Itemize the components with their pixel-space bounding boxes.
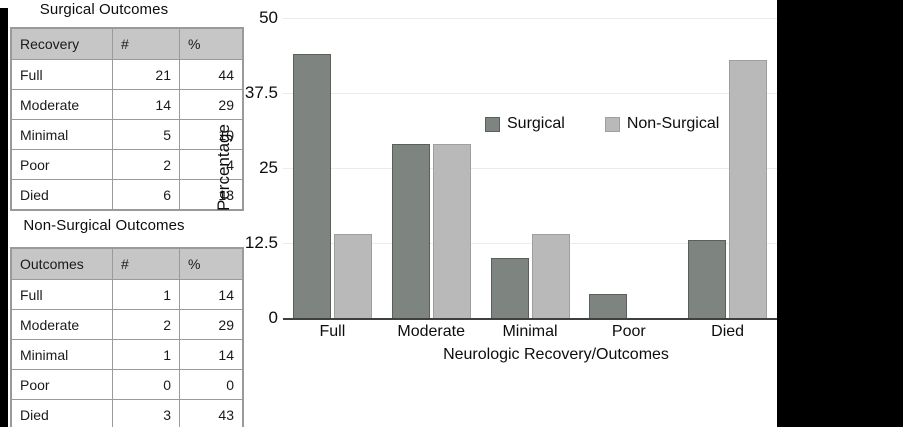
table-cell: Moderate [10,309,113,340]
bar-surgical-minimal [490,258,529,318]
bar-surgical-poor [589,294,628,318]
table-header-cell: % [179,247,244,280]
table-cell: 6 [112,179,180,211]
bar-surgical-moderate [391,144,430,318]
x-tick-label: Died [711,323,745,340]
x-tick-label: Minimal [502,323,558,340]
table-header-cell: Outcomes [10,247,113,280]
surgical-outcomes-table: Recovery #% Full 21 44 Moderate 14 29 Minimal 5 10… [10,27,244,211]
bar-surgical-full [292,54,331,318]
table-cell: 21 [112,59,180,90]
table-cell: 10 [179,119,244,150]
bar-non-surgical-moderate [432,144,471,318]
legend-swatch-icon [485,116,500,132]
table-header-cell: % [179,27,244,60]
bar-non-surgical-minimal [531,234,570,318]
table-row: Moderate 14 29 [10,89,244,120]
y-tick-label: 12.5 [244,233,278,252]
gridline [283,18,777,19]
table-cell: 14 [112,89,180,120]
table-cell: Full [10,59,113,90]
x-tick-label: Full [319,323,346,340]
table-cell: 1 [112,339,180,370]
right-black-border [777,0,903,427]
non-surgical-outcomes-table: Outcomes #% Full 1 14 Moderate 2 29 Minimal 1 14 Po… [10,247,244,427]
x-tick-label: Poor [611,323,646,340]
table-cell: Full [10,279,113,310]
table-cell: Died [10,399,113,427]
y-tick-label: 25 [259,158,278,177]
table-cell: 14 [179,279,244,310]
legend-label: Non-Surgical [626,115,720,132]
gridline [283,168,777,169]
table-row: Died 3 43 [10,399,244,427]
bar-surgical-died [688,240,727,318]
table-header-row: Outcomes #% [10,247,244,280]
legend-label: Surgical [507,115,565,132]
table-cell: Minimal [10,119,113,150]
x-tick-label: Moderate [397,323,465,340]
gridline [283,243,777,244]
chart-legend: Surgical Non-Surgical [485,115,719,133]
table-cell: 3 [112,399,180,427]
table-cell: Poor [10,369,113,400]
bar-non-surgical-died [729,60,768,318]
table-cell: Poor [10,149,113,180]
table-cell: 2 [112,149,180,180]
table-row: Poor 0 0 [10,369,244,400]
y-tick-label: 0 [268,308,278,327]
table-header-row: Recovery #% [10,27,244,60]
table-cell: 0 [179,369,244,400]
table-cell: Minimal [10,339,113,370]
table-header-cell: # [112,27,180,60]
table-cell: 4 [179,149,244,180]
legend-swatch-icon [604,116,620,132]
legend-item: Surgical [485,115,565,133]
non-surgical-table-title: Non-Surgical Outcomes [23,217,185,234]
table-cell: 5 [112,119,180,150]
table-header-cell: # [112,247,180,280]
y-tick-label: 37.5 [244,83,278,102]
table-header-cell: Recovery [10,27,113,60]
table-cell: 0 [112,369,180,400]
left-black-border [0,8,8,427]
table-cell: 1 [112,279,180,310]
table-row: Full 1 14 [10,279,244,310]
bar-chart: Percentage 0 12.5 25 37.5 50 Full Moderate Min… [210,0,777,427]
table-cell: 2 [112,309,180,340]
table-row: Moderate 2 29 [10,309,244,340]
y-tick-label: 50 [259,8,278,27]
table-cell: Moderate [10,89,113,120]
surgical-table-title: Surgical Outcomes [39,1,169,18]
table-row: Minimal 5 10 [10,119,244,150]
gridline [283,93,777,94]
bar-non-surgical-full [333,234,372,318]
table-cell: 13 [179,179,244,211]
table-row: Died 6 13 [10,179,244,211]
table-row: Poor 2 4 [10,149,244,180]
table-row: Minimal 1 14 [10,339,244,370]
table-cell: 43 [179,399,244,427]
x-axis-title: Neurologic Recovery/Outcomes [443,346,669,363]
plot-area [283,18,777,320]
legend-item: Non-Surgical [604,115,720,133]
table-row: Full 21 44 [10,59,244,90]
table-cell: Died [10,179,113,211]
